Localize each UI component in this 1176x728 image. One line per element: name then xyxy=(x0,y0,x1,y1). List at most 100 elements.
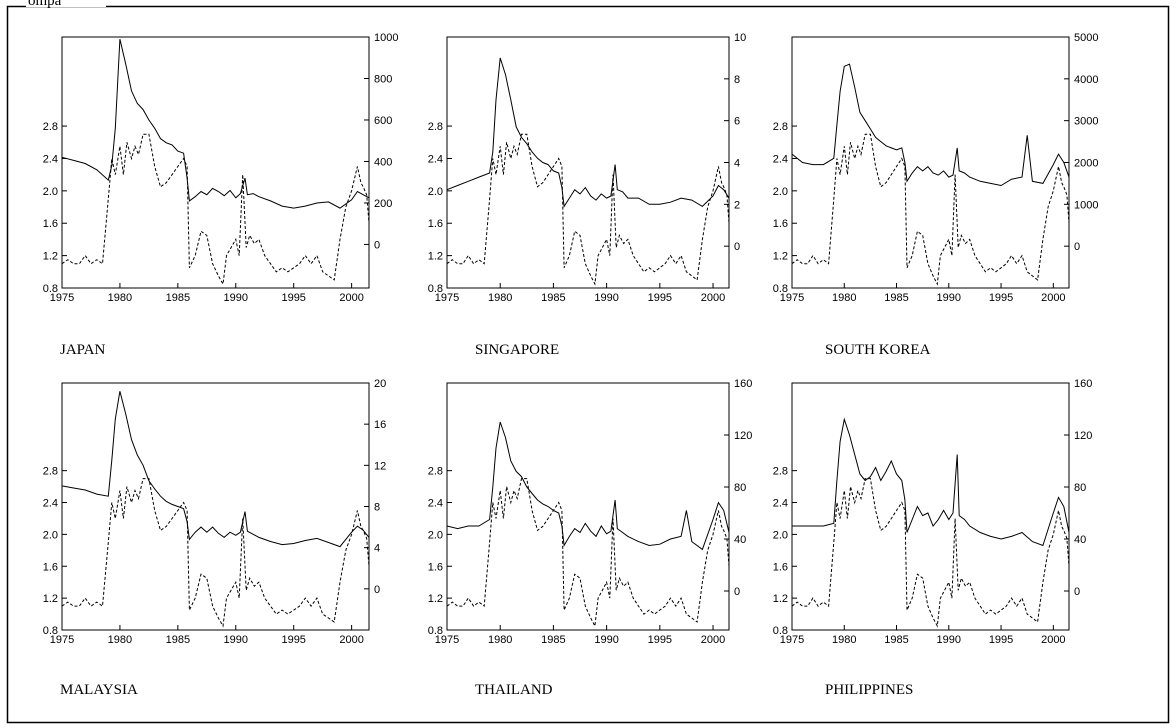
country-label: PHILIPPINES xyxy=(825,682,913,698)
solid-series-line xyxy=(791,63,1070,187)
x-tick-label: 1995 xyxy=(989,634,1013,646)
left-y-tick-label: 2.4 xyxy=(428,153,443,165)
right-y-tick-label: 80 xyxy=(734,482,746,494)
x-tick-label: 1995 xyxy=(989,292,1013,304)
chart-panel-thailand: 1975 1980 1985 1990 1995 2000 0.8 1.2 1.6 2.0 2.4 2… xyxy=(428,378,753,698)
x-tick-label: 1980 xyxy=(832,292,856,304)
x-tick-label: 1990 xyxy=(937,292,961,304)
x-tick-label: 1995 xyxy=(281,634,305,646)
x-tick-label: 2000 xyxy=(701,634,725,646)
left-y-tick-label: 2.8 xyxy=(43,121,58,133)
left-y-tick-label: 1.6 xyxy=(773,561,788,573)
solid-series-line xyxy=(446,57,730,208)
top-cropped-text: ompa xyxy=(28,0,62,9)
left-y-tick-label: 2.0 xyxy=(428,529,443,541)
left-y-tick-label: 0.8 xyxy=(773,625,788,637)
plot-frame xyxy=(446,382,730,631)
right-y-tick-label: 0 xyxy=(1074,241,1080,253)
chart-panel-philippines: 1975 1980 1985 1990 1995 2000 0.8 1.2 1.6 2.0 2.4 2… xyxy=(773,378,1093,698)
right-y-tick-label: 800 xyxy=(374,73,392,85)
left-y-tick-label: 1.2 xyxy=(428,251,443,263)
x-tick-label: 1975 xyxy=(780,634,804,646)
left-y-tick-label: 0.8 xyxy=(428,625,443,637)
right-y-tick-label: 8 xyxy=(734,74,740,86)
chart-panels: 1975 1980 1985 1990 1995 20000.81.21.62.02.42… xyxy=(43,32,1099,698)
left-y-tick-label: 2.4 xyxy=(428,498,443,510)
right-y-tick-label: 3000 xyxy=(1074,116,1098,128)
x-tick-label: 2000 xyxy=(339,292,363,304)
x-tick-label: 2000 xyxy=(339,634,363,646)
right-y-tick-label: 80 xyxy=(1074,482,1086,494)
right-y-tick-label: 40 xyxy=(1074,534,1086,546)
right-y-tick-label: 200 xyxy=(374,198,392,210)
left-y-tick-label: 0.8 xyxy=(43,625,58,637)
dashed-series-line xyxy=(791,478,1070,628)
x-tick-label: 1975 xyxy=(780,292,804,304)
right-y-tick-label: 160 xyxy=(1074,378,1092,390)
left-y-tick-label: 1.2 xyxy=(43,593,58,605)
left-y-tick-label: 2.0 xyxy=(428,186,443,198)
x-tick-label: 1990 xyxy=(224,634,248,646)
left-y-tick-label: 1.6 xyxy=(428,561,443,573)
country-label: THAILAND xyxy=(475,682,553,698)
right-y-tick-label: 5000 xyxy=(1074,32,1098,44)
x-tick-label: 1990 xyxy=(937,634,961,646)
x-tick-label: 2000 xyxy=(701,292,725,304)
chart-panel-singapore: 1975 1980 1985 1990 1995 2000 0.8 1.2 1.6 2.0 2.4 2… xyxy=(428,32,747,358)
right-y-tick-label: 20 xyxy=(374,378,386,390)
country-label: SINGAPORE xyxy=(475,342,559,358)
left-y-tick-label: 2.4 xyxy=(43,153,58,165)
x-tick-label: 1975 xyxy=(435,634,459,646)
right-y-tick-label: 0 xyxy=(734,241,740,253)
right-y-tick-label: 120 xyxy=(734,430,752,442)
right-y-tick-label: 0 xyxy=(734,586,740,598)
right-y-tick-label: 40 xyxy=(734,534,746,546)
x-tick-label: 1985 xyxy=(541,634,565,646)
left-y-tick-label: 2.8 xyxy=(773,466,788,478)
right-y-tick-label: 4000 xyxy=(1074,74,1098,86)
x-tick-label: 1995 xyxy=(648,634,672,646)
dashed-series-line xyxy=(61,478,370,628)
x-tick-label: 1980 xyxy=(108,634,132,646)
right-y-tick-label: 0 xyxy=(1074,586,1080,598)
x-tick-label: 1975 xyxy=(435,292,459,304)
dashed-series-line xyxy=(446,478,730,628)
plot-frame xyxy=(791,382,1070,631)
left-y-tick-label: 0.8 xyxy=(428,283,443,295)
left-y-tick-label: 2.0 xyxy=(43,186,58,198)
left-y-tick-label: 2.0 xyxy=(773,186,788,198)
x-tick-label: 1980 xyxy=(832,634,856,646)
left-y-tick-label: 1.2 xyxy=(773,593,788,605)
right-y-tick-label: 16 xyxy=(374,419,386,431)
left-y-tick-label: 0.8 xyxy=(773,283,788,295)
chart-panel-malaysia: 1975 1980 1985 1990 1995 2000 0.8 1.2 1.6 2.0 2.4 2… xyxy=(43,378,387,698)
x-tick-label: 1985 xyxy=(541,292,565,304)
x-tick-label: 1995 xyxy=(648,292,672,304)
dashed-series-line xyxy=(61,133,370,286)
x-tick-label: 1975 xyxy=(50,292,74,304)
right-y-tick-label: 2000 xyxy=(1074,158,1098,170)
left-y-tick-label: 2.4 xyxy=(773,153,788,165)
solid-series-line xyxy=(61,38,370,209)
left-y-tick-label: 1.2 xyxy=(773,251,788,263)
x-tick-label: 1990 xyxy=(594,634,618,646)
x-tick-label: 1975 xyxy=(50,634,74,646)
x-tick-label: 2000 xyxy=(1041,292,1065,304)
x-tick-label: 1990 xyxy=(224,292,248,304)
left-y-tick-label: 2.0 xyxy=(43,529,58,541)
country-label: SOUTH KOREA xyxy=(825,342,931,358)
country-label: MALAYSIA xyxy=(60,682,138,698)
right-y-tick-label: 1000 xyxy=(1074,199,1098,211)
solid-series-line xyxy=(446,421,730,551)
dashed-series-line xyxy=(791,133,1070,286)
x-tick-label: 1980 xyxy=(108,292,132,304)
top-text-mask xyxy=(26,0,106,7)
solid-series-line xyxy=(61,391,370,548)
dashed-series-line xyxy=(446,133,730,286)
left-y-tick-label: 2.8 xyxy=(428,466,443,478)
right-y-tick-label: 12 xyxy=(374,460,386,472)
left-y-tick-label: 2.8 xyxy=(43,466,58,478)
right-y-tick-label: 160 xyxy=(734,378,752,390)
left-y-tick-label: 1.6 xyxy=(773,218,788,230)
